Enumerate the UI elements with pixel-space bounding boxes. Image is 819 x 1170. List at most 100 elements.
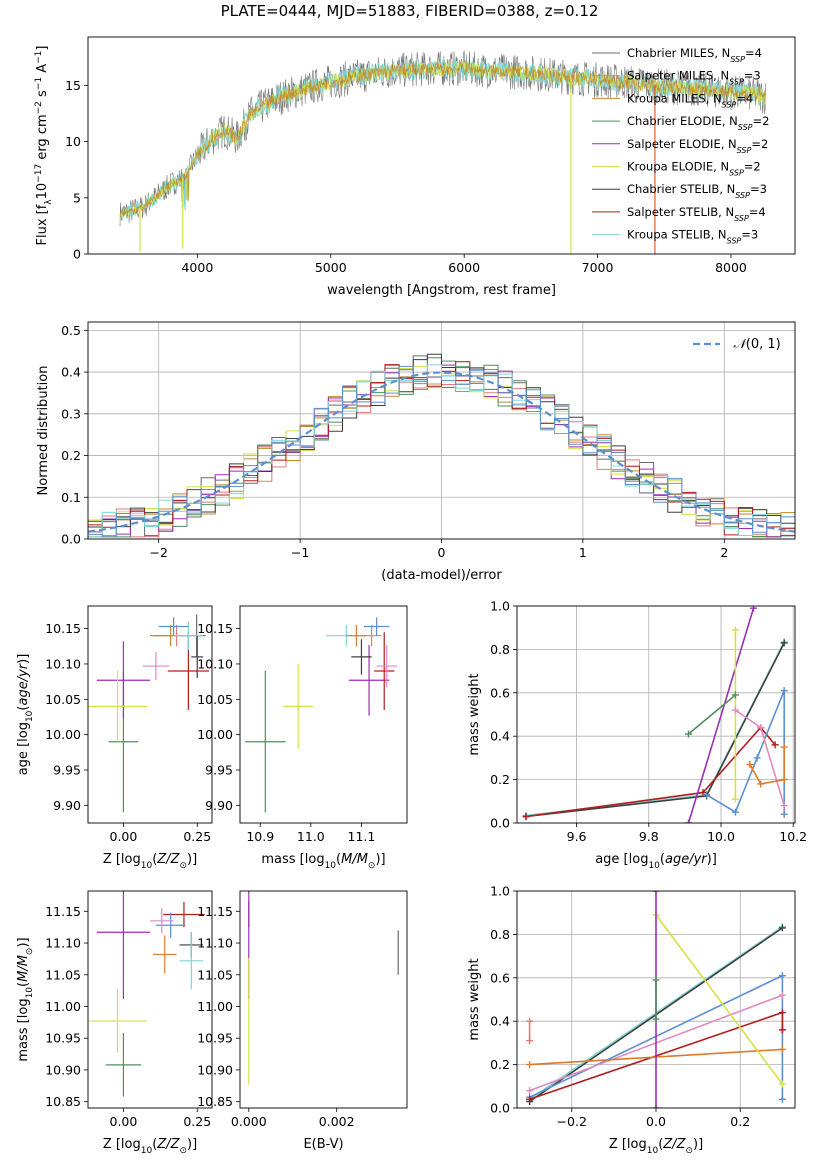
- weight-marker: [652, 976, 660, 984]
- legend-entry: Salpeter MILES, NSSP=3: [627, 69, 761, 87]
- errorbar-point: [374, 632, 395, 710]
- figure-title: PLATE=0444, MJD=51883, FIBERID=0388, z=0…: [220, 2, 599, 20]
- y-tick-label: 11.00: [197, 999, 233, 1014]
- spectrum-line: [119, 61, 766, 218]
- x-tick-label: 8000: [715, 260, 747, 275]
- x-tick-label: 9.8: [639, 829, 659, 844]
- y-tick-label: 10.95: [197, 1031, 233, 1046]
- age-vs-z-frame: [87, 605, 213, 824]
- x-tick-label: 11.1: [348, 829, 376, 844]
- age-vs-mass-plot-area: [245, 617, 397, 813]
- weight-vs-z-panel: −0.2 0.0 0.2 0.0 0.2 0.4 0.6 0.8 1.0 Z [log10(Z/Z…: [467, 884, 796, 1156]
- weight-marker: [753, 754, 761, 762]
- weight-marker: [780, 639, 788, 647]
- weight-marker: [703, 791, 711, 799]
- weight-marker: [731, 808, 739, 816]
- y-tick-label: 0.0: [61, 532, 81, 547]
- spectrum-panel: 4000 5000 6000 7000 8000 0 5 10 15 wavelength [An…: [34, 36, 796, 298]
- x-tick-label: 0.002: [319, 1114, 355, 1129]
- y-tick-label: 0.4: [61, 365, 81, 380]
- x-tick-label: 0.2: [730, 1114, 750, 1129]
- weight-series: [525, 642, 785, 818]
- weight-marker: [757, 724, 765, 732]
- legend-entry: Kroupa STELIB, NSSP=3: [627, 228, 758, 246]
- weight-marker: [778, 924, 786, 932]
- legend-entry: Kroupa MILES, NSSP=4: [627, 91, 753, 109]
- x-axis-label: Z [log10(Z/Z⊙)]: [103, 1137, 197, 1156]
- y-axis-label: Flux [fλ10−17 erg cm−2 s−1 A−1]: [34, 46, 54, 246]
- weight-marker: [780, 810, 788, 818]
- age-vs-z-panel: 0.00 0.25 9.90 9.95 10.00 10.05 10.10 10.15 Z [l…: [16, 605, 213, 871]
- y-tick-label: 10.90: [45, 1062, 81, 1077]
- weight-marker: [652, 1015, 660, 1023]
- y-tick-label: 11.10: [197, 936, 233, 951]
- y-tick-label: 0.0: [490, 816, 510, 831]
- y-axis-label: mass weight: [467, 958, 482, 1040]
- y-tick-label: 10.95: [45, 1031, 81, 1046]
- x-tick-label: 10.9: [246, 829, 274, 844]
- age-vs-z-plot-area: [88, 614, 210, 813]
- x-tick-label: 2: [720, 545, 728, 560]
- x-tick-label: 0.00: [110, 829, 138, 844]
- x-tick-label: 5000: [315, 260, 347, 275]
- y-tick-label: 15: [65, 78, 81, 93]
- legend-entry: Salpeter STELIB, NSSP=4: [627, 205, 766, 223]
- x-tick-label: 0: [438, 545, 446, 560]
- legend-entry: Salpeter ELODIE, NSSP=2: [627, 137, 768, 155]
- age-vs-mass-panel: 10.9 11.0 11.1 9.90 9.95 10.00 10.05 10.10 10.15…: [197, 605, 408, 871]
- y-tick-label: 10.85: [45, 1094, 81, 1109]
- errorbar-point: [376, 644, 397, 688]
- errorbar-point: [346, 625, 367, 647]
- errorbar-point: [152, 935, 177, 974]
- y-tick-label: 10.10: [45, 656, 81, 671]
- errorbar-point: [96, 891, 150, 999]
- y-tick-label: 0.6: [490, 685, 510, 700]
- weight-marker: [746, 760, 754, 768]
- weight-marker: [778, 1095, 786, 1103]
- weight-marker: [780, 776, 788, 784]
- y-axis-label: age [log10(age/yr)]: [16, 654, 35, 776]
- errorbar-point: [179, 932, 204, 990]
- x-tick-label: 0.000: [231, 1114, 267, 1129]
- x-axis-label: Z [log10(Z/Z⊙)]: [103, 852, 197, 871]
- x-tick-label: 9.6: [567, 829, 587, 844]
- mass-vs-ebv-panel: 0.000 0.002 10.85 10.90 10.95 11.00 11.05 11.10…: [197, 890, 408, 1152]
- errorbar-point: [348, 644, 390, 716]
- weight-marker: [778, 1026, 786, 1034]
- y-tick-label: 0.2: [490, 1057, 510, 1072]
- legend-entry: Chabrier MILES, NSSP=4: [627, 46, 762, 64]
- y-tick-label: 10.15: [197, 621, 233, 636]
- mass-vs-z-frame: [87, 890, 213, 1109]
- weight-marker: [522, 812, 530, 820]
- weight-marker: [778, 1045, 786, 1053]
- x-tick-label: 7000: [582, 260, 614, 275]
- x-tick-label: 10.2: [779, 829, 807, 844]
- weight-series: [749, 747, 786, 785]
- spectrum-frame: [87, 36, 796, 255]
- weight-marker: [731, 626, 739, 634]
- y-tick-label: 10.05: [45, 692, 81, 707]
- weight-series: [687, 607, 755, 823]
- x-axis-label: (data-model)/error: [381, 568, 502, 583]
- weight-marker: [526, 1061, 534, 1069]
- gaussian-curve: [88, 371, 795, 533]
- weight-vs-age-panel: 9.6 9.8 10.0 10.2 0.0 0.2 0.4 0.6 0.8 1.0 age [log…: [467, 599, 807, 872]
- y-tick-label: 0.2: [61, 448, 81, 463]
- y-tick-label: 9.95: [53, 762, 81, 777]
- y-axis-label: mass weight: [467, 673, 482, 755]
- weight-series: [525, 726, 776, 818]
- weight-marker: [778, 1080, 786, 1088]
- y-tick-label: 0.6: [490, 970, 510, 985]
- errorbar-point: [150, 908, 174, 934]
- y-tick-label: 9.90: [205, 798, 233, 813]
- y-tick-label: 10.05: [197, 692, 233, 707]
- legend-entry: Chabrier STELIB, NSSP=3: [627, 182, 767, 200]
- x-tick-label: 0.00: [110, 1114, 138, 1129]
- y-tick-label: 9.90: [53, 798, 81, 813]
- x-axis-label: E(B-V): [303, 1137, 343, 1152]
- errorbar-point: [96, 641, 150, 720]
- y-axis-label: Normed distribution: [36, 366, 51, 496]
- y-axis-label: mass [log10(M/M⊙)]: [16, 937, 35, 1061]
- errorbar-point: [88, 671, 148, 742]
- errorbar-point: [88, 989, 148, 1053]
